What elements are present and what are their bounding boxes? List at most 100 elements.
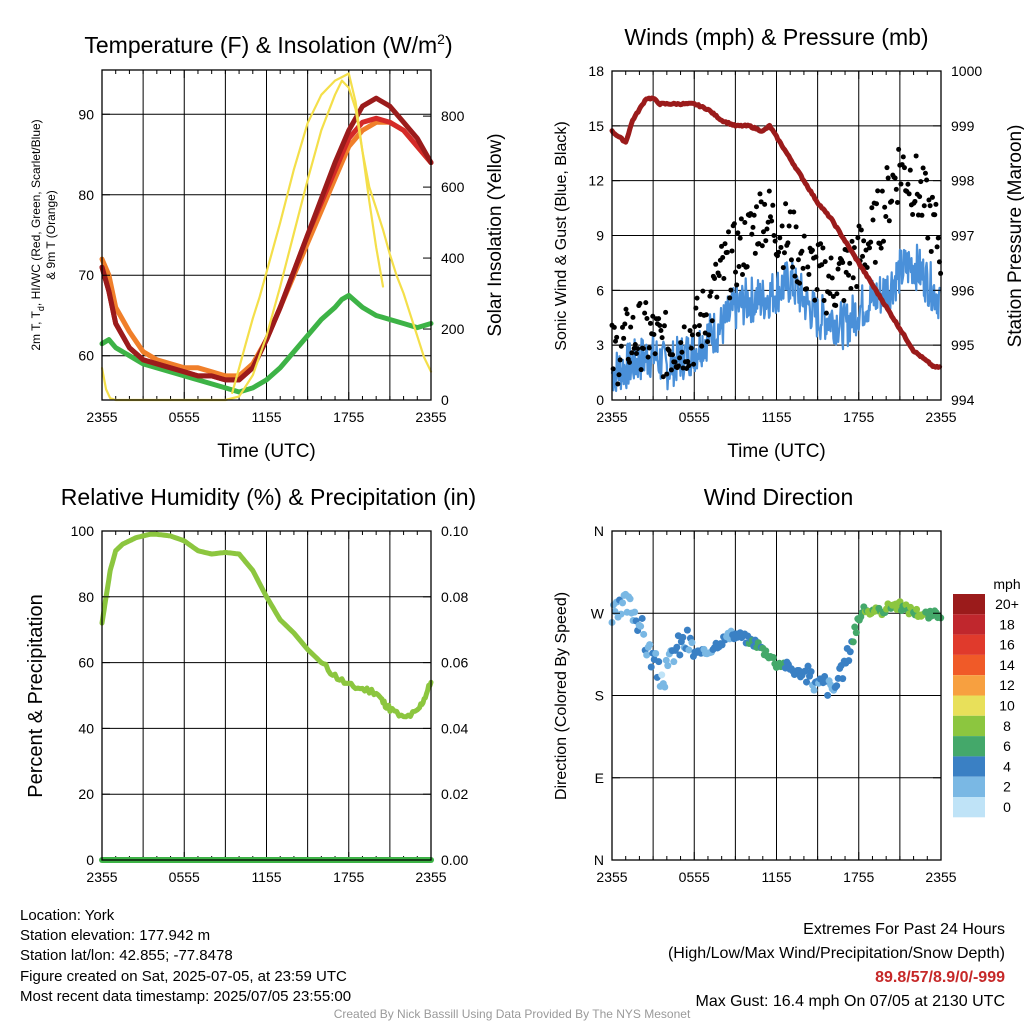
y2-tick-label: 0.08 xyxy=(441,589,468,605)
gust-point xyxy=(617,357,623,363)
gust-point xyxy=(901,165,907,171)
gust-point xyxy=(834,291,840,297)
y2-tick-label: 997 xyxy=(951,228,975,244)
y-tick-label: N xyxy=(594,523,604,539)
gust-point xyxy=(780,265,786,271)
gust-point xyxy=(818,241,824,247)
gust-point xyxy=(905,181,911,187)
gust-point xyxy=(797,280,803,286)
y-tick-label: 70 xyxy=(78,267,94,283)
direction-point xyxy=(833,682,841,690)
y-tick-label: 15 xyxy=(588,118,604,134)
gust-point xyxy=(829,275,835,281)
gust-point xyxy=(799,248,805,254)
gust-point xyxy=(792,273,798,279)
gust-point xyxy=(642,310,648,316)
y2-axis-label: Station Pressure (Maroon) xyxy=(1005,125,1024,348)
y2-tick-label: 800 xyxy=(441,108,465,124)
gust-point xyxy=(847,260,853,266)
x-tick-label: 1755 xyxy=(333,869,364,885)
gust-point xyxy=(935,235,941,241)
y2-tick-label: 998 xyxy=(951,173,975,189)
gust-point xyxy=(670,352,676,358)
gust-point xyxy=(727,295,733,301)
y-axis-label: Direction (Colored By Speed) xyxy=(553,592,570,800)
gust-point xyxy=(777,235,783,241)
direction-point xyxy=(824,691,832,699)
gust-point xyxy=(848,285,854,291)
y2-tick-label: 1000 xyxy=(951,63,982,79)
x-tick-label: 1155 xyxy=(251,869,281,885)
colorbar-swatch xyxy=(953,594,985,615)
x-tick-label: 2355 xyxy=(925,409,956,425)
station-info: Location: York Station elevation: 177.94… xyxy=(20,906,351,1007)
gust-point xyxy=(907,167,913,173)
gust-point xyxy=(705,339,711,345)
gust-point xyxy=(703,312,709,318)
direction-point xyxy=(661,683,669,691)
y-axis-label: 2m T, Td, HI/WC (Red, Green, Scarlet/Blu… xyxy=(29,119,46,350)
gust-point xyxy=(883,213,889,219)
gust-point xyxy=(849,238,855,244)
gust-point xyxy=(860,253,866,259)
direction-point xyxy=(688,639,696,647)
gust-point xyxy=(736,263,742,269)
gust-point xyxy=(846,272,852,278)
direction-point xyxy=(804,662,812,670)
gust-point xyxy=(793,224,799,230)
gust-point xyxy=(932,212,938,218)
gust-point xyxy=(693,305,699,311)
gust-point xyxy=(651,332,657,338)
gust-point xyxy=(920,165,926,171)
gust-point xyxy=(749,231,755,237)
text-part: , HI/WC (Red, Green, Scarlet/Blue) xyxy=(29,119,43,306)
series-line-0 xyxy=(99,292,434,395)
gust-point xyxy=(893,186,899,192)
direction-point xyxy=(638,614,646,622)
gust-point xyxy=(744,264,750,270)
gust-point xyxy=(735,230,741,236)
gust-point xyxy=(643,300,649,306)
gust-point xyxy=(713,261,719,267)
colorbar: mph 20+ 18 16 14 12 10 8 6 4 2 0 xyxy=(953,576,1021,818)
figure-created: Figure created on Sat, 2025-07-05, at 23… xyxy=(20,967,347,985)
x-tick-label: 1155 xyxy=(251,409,281,425)
gust-point xyxy=(722,241,728,247)
x-tick-label: 2355 xyxy=(86,409,117,425)
colorbar-title: mph xyxy=(993,576,1020,592)
colorbar-label: 10 xyxy=(999,698,1015,714)
gust-point xyxy=(740,271,746,277)
y-tick-label: 3 xyxy=(596,337,604,353)
gust-point xyxy=(663,309,669,315)
text-part: 2 xyxy=(437,31,445,47)
gust-point xyxy=(678,340,684,346)
direction-point xyxy=(676,651,684,659)
extremes-title: Extremes For Past 24 Hours xyxy=(803,921,1005,938)
gust-point xyxy=(927,203,933,209)
gust-point xyxy=(658,327,664,333)
gust-point xyxy=(764,226,770,232)
gust-point xyxy=(785,240,791,246)
chart-title: Relative Humidity (%) & Precipitation (i… xyxy=(61,484,476,510)
gust-point xyxy=(753,204,759,210)
gust-point xyxy=(650,313,656,319)
y2-tick-label: 994 xyxy=(951,392,975,408)
gust-point xyxy=(900,154,906,160)
gust-point xyxy=(898,181,904,187)
gust-point xyxy=(750,224,756,230)
y2-tick-label: 0 xyxy=(441,392,449,408)
gust-point xyxy=(850,275,856,281)
direction-point xyxy=(637,622,645,630)
gust-point xyxy=(687,328,693,334)
direction-point xyxy=(643,651,651,659)
gust-point xyxy=(706,332,712,338)
gust-point xyxy=(855,235,861,241)
y2-tick-label: 600 xyxy=(441,179,465,195)
gust-point xyxy=(733,269,739,275)
gust-point xyxy=(688,345,694,351)
gust-point xyxy=(868,239,874,245)
recent-timestamp: Most recent data timestamp: 2025/07/05 2… xyxy=(20,987,352,1005)
gust-point xyxy=(686,363,692,369)
y2-tick-label: 0.06 xyxy=(441,655,468,671)
colorbar-swatch xyxy=(953,736,985,757)
